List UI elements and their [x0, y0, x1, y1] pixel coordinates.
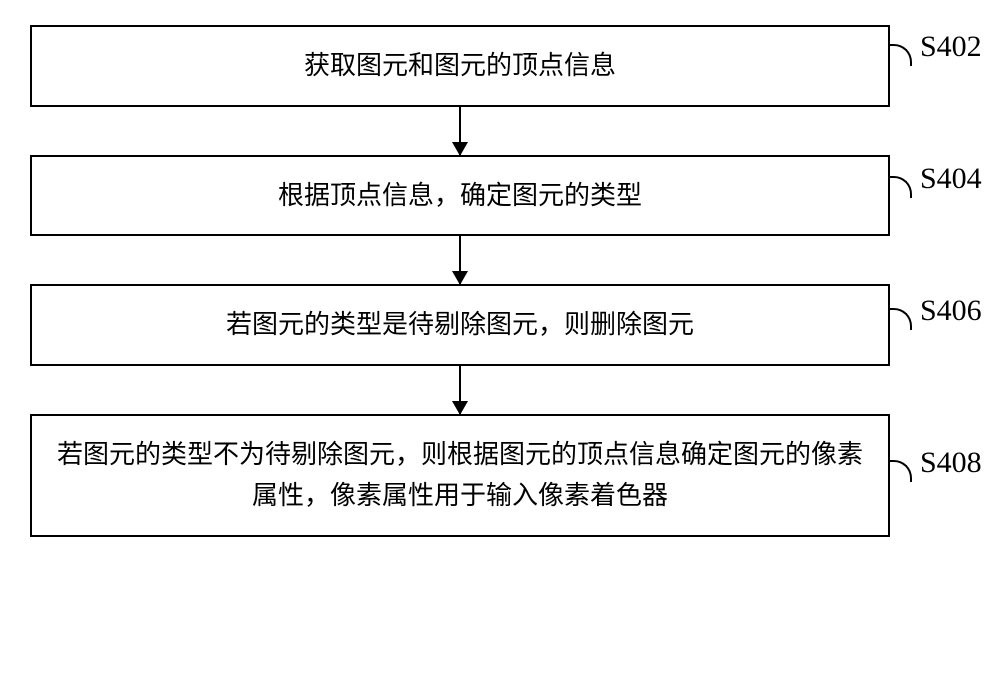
flowchart-container: 获取图元和图元的顶点信息 根据顶点信息，确定图元的类型 若图元的类型是待剔除图元… — [30, 25, 890, 537]
step-box-4: 若图元的类型不为待剔除图元，则根据图元的顶点信息确定图元的像素属性，像素属性用于… — [30, 414, 890, 537]
arrow-2 — [459, 236, 461, 284]
arrow-1 — [459, 107, 461, 155]
step-label-3: S406 — [920, 294, 982, 328]
step-text-1: 获取图元和图元的顶点信息 — [304, 51, 616, 80]
step-label-2: S404 — [920, 162, 982, 196]
connector-3 — [888, 308, 912, 330]
step-box-2: 根据顶点信息，确定图元的类型 — [30, 155, 890, 237]
step-text-4: 若图元的类型不为待剔除图元，则根据图元的顶点信息确定图元的像素属性，像素属性用于… — [57, 440, 863, 511]
arrow-3 — [459, 366, 461, 414]
step-text-3: 若图元的类型是待剔除图元，则删除图元 — [226, 310, 694, 339]
step-box-1: 获取图元和图元的顶点信息 — [30, 25, 890, 107]
connector-4 — [888, 460, 912, 482]
step-label-4: S408 — [920, 446, 982, 480]
step-box-3: 若图元的类型是待剔除图元，则删除图元 — [30, 284, 890, 366]
step-text-2: 根据顶点信息，确定图元的类型 — [278, 181, 642, 210]
step-label-1: S402 — [920, 30, 982, 64]
connector-2 — [888, 176, 912, 198]
connector-1 — [888, 44, 912, 66]
